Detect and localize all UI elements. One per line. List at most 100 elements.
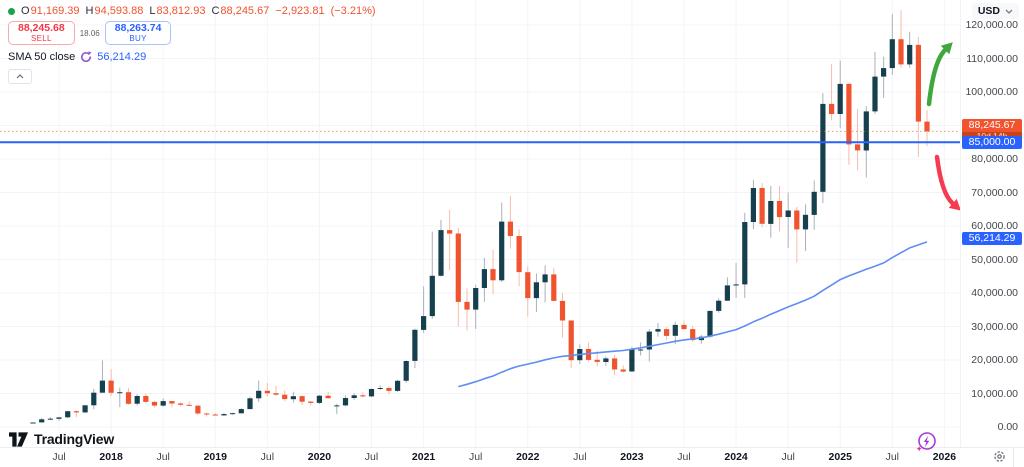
tradingview-logo[interactable]: TradingView: [9, 431, 114, 447]
price-tick: 30,000.00: [971, 320, 1018, 333]
arrow-down-annotation-head[interactable]: [948, 198, 961, 211]
candle-body: [681, 324, 687, 330]
candle-body: [212, 414, 218, 416]
candle-body: [65, 411, 71, 418]
candle-body: [230, 413, 236, 415]
candle-body: [855, 144, 861, 151]
candle-body: [473, 288, 479, 310]
candle-body: [872, 76, 878, 112]
arrow-up-annotation-head[interactable]: [940, 42, 953, 55]
candle-body: [776, 201, 783, 218]
candle-body: [368, 389, 375, 397]
spread-value: 18.06: [79, 28, 100, 38]
candle-body: [690, 329, 696, 341]
candle-body: [829, 103, 835, 114]
legend-collapse-button[interactable]: [8, 69, 32, 85]
candle-body: [299, 396, 305, 402]
arrow-down-annotation[interactable]: [934, 154, 955, 206]
indicator-value: 56,214.29: [97, 51, 147, 64]
candle-body: [316, 395, 322, 403]
candle-body: [403, 361, 409, 381]
close-value: C88,245.67: [211, 5, 270, 17]
low-value: L83,812.93: [149, 5, 206, 17]
candle-body: [82, 405, 88, 413]
candle-body: [707, 310, 713, 337]
candle-body: [438, 230, 444, 276]
candle-body: [108, 380, 114, 393]
tradingview-logo-icon: [9, 431, 28, 447]
candle-body: [178, 403, 184, 405]
high-value: H94,593.88: [85, 5, 144, 17]
horizontal-line-price-badge[interactable]: 85,000.00: [962, 135, 1022, 149]
candle-body: [334, 405, 340, 407]
candle-body: [351, 395, 357, 398]
candle-body: [759, 188, 765, 224]
candle-body: [195, 405, 201, 414]
candle-body: [169, 401, 175, 404]
legend: O91,169.39 H94,593.88 L83,812.93 C88,245…: [8, 5, 376, 85]
candle-body: [73, 411, 79, 413]
price-axis[interactable]: USD 0.00 10,000.00 20,000.00 30,000.00 40,00…: [961, 0, 1024, 447]
axis-separator-vertical: [960, 0, 961, 447]
time-tick-month: Jul: [260, 451, 275, 463]
sma-value-badge[interactable]: 56,214.29: [962, 232, 1022, 246]
candle-body: [160, 401, 166, 406]
lightning-icon[interactable]: [915, 430, 939, 459]
candle-body: [325, 395, 331, 399]
candle-body: [429, 275, 435, 317]
candle-body: [559, 300, 566, 321]
candle-body: [386, 388, 392, 391]
market-status-dot: [8, 7, 15, 15]
candle-body: [247, 398, 253, 410]
candle-body: [898, 39, 904, 65]
candle-body: [447, 230, 453, 234]
candle-body: [377, 388, 383, 389]
candle-body: [204, 413, 210, 415]
candle-body: [846, 83, 852, 145]
candle-body: [646, 331, 652, 350]
candle-body: [594, 359, 600, 362]
candle-body: [238, 409, 244, 414]
sell-button[interactable]: 88,245.68 SELL: [8, 21, 75, 46]
price-tick: 40,000.00: [971, 287, 1018, 299]
indicator-legend[interactable]: SMA 50 close 56,214.29: [8, 51, 376, 63]
candle-body: [915, 44, 921, 122]
candle-body: [256, 390, 262, 399]
candle-body: [881, 68, 887, 77]
gear-icon[interactable]: [993, 450, 1006, 467]
time-tick-month: Jul: [781, 451, 795, 463]
candle-body: [733, 284, 739, 286]
time-tick-month: Jul: [52, 451, 66, 463]
time-tick-year: 2024: [724, 451, 748, 463]
candle-body: [516, 236, 522, 273]
arrow-up-annotation[interactable]: [926, 47, 948, 107]
price-tick: 0.00: [997, 421, 1018, 433]
tradingview-logo-text: TradingView: [34, 431, 115, 447]
candle-body: [91, 392, 97, 406]
currency-dropdown[interactable]: USD: [971, 3, 1019, 19]
corner-separator: [1013, 447, 1014, 467]
candle-body: [924, 121, 930, 132]
candle-body: [794, 210, 800, 230]
time-axis[interactable]: Jul 2018 Jul 2019 Jul 2020 Jul 2021 Jul 2022 Jul 20…: [0, 448, 1024, 467]
price-tick: 10,000.00: [971, 387, 1018, 400]
candle-body: [672, 324, 678, 336]
candle-body: [551, 274, 557, 301]
buy-button[interactable]: 88,263.74 BUY: [104, 21, 172, 46]
time-tick-year: 2021: [411, 451, 436, 463]
indicator-title: SMA 50 close: [8, 51, 76, 64]
candle-body: [455, 233, 461, 302]
candle-body: [724, 285, 730, 301]
candle-body: [568, 320, 574, 361]
candle-body: [308, 401, 314, 403]
change-value: −2,923.81: [275, 5, 325, 17]
candle-body: [360, 395, 366, 397]
candle-body: [464, 301, 470, 310]
candle-body: [290, 396, 296, 400]
candle-body: [638, 349, 644, 351]
candle-body: [499, 221, 505, 281]
price-tick: 20,000.00: [971, 354, 1018, 366]
candle-body: [768, 201, 774, 224]
